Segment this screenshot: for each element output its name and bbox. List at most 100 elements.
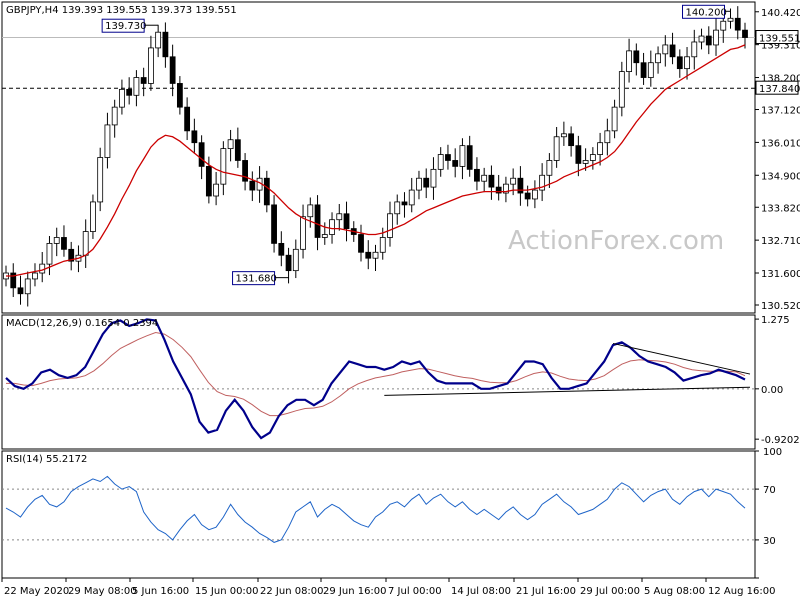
candle-body [220, 148, 227, 185]
candle-body [329, 219, 335, 235]
candle-body [611, 106, 618, 132]
candle [626, 38, 632, 83]
price-tick-label: 134.900 [761, 171, 800, 182]
candle [589, 147, 596, 170]
candle [662, 35, 669, 67]
pane-frame [1, 1, 756, 314]
price-tick-label: 137.120 [761, 106, 800, 117]
candle [698, 28, 705, 50]
candle-body [408, 189, 415, 206]
candle [423, 168, 430, 199]
annotation-box [101, 18, 145, 33]
candle [343, 201, 350, 242]
candle-body [263, 177, 270, 206]
x-tick-label: 29 Jul 00:00 [580, 586, 640, 597]
candle-body [481, 174, 488, 182]
candle-body [445, 154, 451, 161]
candle [684, 47, 690, 80]
candle-body [488, 174, 495, 188]
current-price-box [755, 30, 799, 45]
candle-body [727, 17, 734, 22]
candle-body [227, 139, 234, 150]
rsi-pane: 100 70 30 [1, 447, 782, 579]
candle-body [633, 50, 640, 64]
candle [575, 135, 582, 177]
candle [387, 201, 393, 247]
candle-body [300, 216, 306, 250]
candle [133, 70, 140, 107]
candle [104, 112, 111, 169]
candle [336, 204, 343, 231]
candle [17, 275, 24, 305]
candle [234, 127, 241, 168]
rsi-tick-label: 100 [763, 447, 782, 458]
candle-body [452, 160, 459, 167]
candle [546, 153, 553, 189]
annotation-box [232, 271, 276, 286]
macd-tick-label: 0.00 [761, 385, 783, 396]
candle [531, 180, 538, 209]
candle [582, 148, 589, 171]
candle [618, 61, 625, 117]
candle-body [430, 168, 437, 188]
candle [430, 157, 437, 200]
annotation-label: 139.730 [105, 21, 146, 32]
candle [191, 118, 198, 154]
candle [705, 26, 712, 55]
candle [307, 197, 314, 228]
x-tick-label: 15 Jun 00:00 [195, 586, 259, 597]
pane-frame [1, 314, 756, 450]
candle [53, 227, 60, 257]
annotation-box [682, 4, 726, 19]
candle-body [191, 130, 198, 144]
candle-body [401, 201, 408, 206]
candle-body [553, 136, 560, 161]
candle-body [133, 77, 140, 96]
candle [416, 170, 422, 200]
candle-body [307, 204, 314, 218]
candle [90, 194, 96, 239]
x-tick-label: 12 Aug 16:00 [708, 586, 775, 597]
candle-body [205, 165, 212, 197]
candle-body [626, 50, 632, 73]
candle-body [32, 272, 38, 280]
candle [10, 263, 17, 298]
support-label: 137.840 [759, 84, 800, 95]
candle-body [495, 186, 502, 194]
macd-signal-line [6, 331, 746, 417]
macd-tick-label: 1.275 [761, 315, 790, 326]
candle [495, 174, 502, 201]
candle-body [684, 56, 690, 70]
candle-body [423, 177, 430, 188]
x-tick-label: 14 Jul 08:00 [451, 586, 511, 597]
candle-body [647, 62, 654, 78]
candle [452, 148, 459, 178]
candle-body [321, 234, 328, 238]
price-tick-label: 133.820 [761, 203, 800, 214]
candle-body [184, 106, 191, 132]
candle [734, 6, 741, 40]
candle-body [705, 35, 712, 46]
candle-body [394, 201, 401, 215]
candle-body [126, 88, 133, 96]
candle-body [39, 263, 46, 274]
rsi-tick-label: 30 [763, 536, 776, 547]
candle-body [111, 106, 118, 126]
candle-body [691, 41, 698, 58]
candle [640, 52, 647, 85]
candle [553, 126, 560, 168]
candle-body [437, 154, 444, 170]
candle-body [662, 44, 669, 55]
candle-body [387, 213, 393, 238]
candle-body [358, 234, 364, 253]
candle-body [162, 31, 169, 58]
candle-body [314, 204, 321, 238]
candle-body [379, 237, 386, 253]
candle-body [575, 145, 582, 164]
candle-body [53, 237, 60, 244]
candle-body [292, 248, 299, 272]
candle-body [61, 237, 67, 250]
rsi-tick-label: 70 [763, 485, 776, 496]
